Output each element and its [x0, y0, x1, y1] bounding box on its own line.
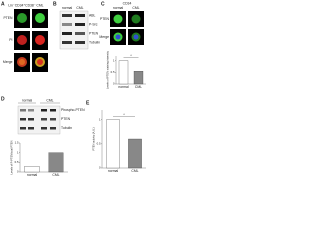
y-tick-label: 0: [99, 166, 101, 170]
column-label: Lin⁻CD34⁺CD38⁻: [8, 3, 35, 7]
row-label: ABL: [89, 13, 96, 17]
x-tick-label: normal: [27, 173, 38, 177]
row-label: PTEN: [61, 117, 71, 121]
y-tick-label: 1: [99, 117, 101, 121]
bar: [24, 166, 40, 173]
significance-mark: *: [130, 54, 132, 58]
y-tick-label: 0.5: [15, 160, 19, 164]
column-label: CML: [132, 6, 139, 10]
column-label: normal: [22, 98, 33, 102]
y-axis-label: Levels of P-PTEN/total PTEN: [10, 140, 14, 174]
bar: [106, 119, 120, 169]
panel-a-images: [14, 9, 48, 72]
panel-b-blot: [59, 10, 89, 50]
column-label: normal: [113, 6, 124, 10]
x-tick-label: CML: [135, 85, 142, 89]
significance-mark: *: [123, 113, 125, 117]
bar: [133, 71, 144, 85]
panel-label: E: [86, 100, 90, 106]
y-tick-label: 1: [113, 58, 115, 62]
row-label: Merge: [3, 60, 13, 64]
bar: [128, 138, 142, 169]
row-label: PTEN: [3, 16, 13, 20]
x-tick-label: normal: [118, 85, 129, 89]
panel-label: A: [1, 1, 5, 7]
panel-c-images: [110, 11, 144, 45]
y-tick-label: 1.5: [15, 141, 19, 145]
y-axis-label: Levels of PTEN staining intensity: [106, 50, 110, 89]
y-tick-label: 0.5: [97, 142, 101, 146]
row-label: Tubulin: [89, 40, 100, 44]
y-axis-label: PTEN activity (A.U.): [92, 127, 96, 150]
y-tick-label: 0: [17, 170, 19, 174]
x-tick-label: normal: [108, 169, 119, 173]
row-label: Tubulin: [61, 126, 72, 130]
row-label: PTEN: [89, 31, 99, 35]
x-tick-label: CML: [131, 169, 138, 173]
x-tick-label: CML: [52, 173, 59, 177]
column-label: CML: [36, 3, 43, 7]
bar: [48, 152, 64, 173]
column-label: CML: [76, 6, 83, 10]
row-label: PI: [9, 38, 12, 42]
y-tick-label: 0: [113, 82, 115, 86]
panel-d-blot: [17, 102, 61, 135]
panel-label: C: [101, 1, 105, 7]
panel-label: B: [53, 1, 57, 7]
y-tick-label: 0.5: [111, 70, 115, 74]
row-label: Phospho-PTEN: [61, 108, 85, 112]
bar: [118, 60, 129, 85]
row-label: P-Src: [89, 22, 98, 26]
column-label: normal: [62, 6, 73, 10]
y-tick-label: 1: [17, 150, 19, 154]
row-label: PTEN: [100, 17, 110, 21]
panel-title: CD34: [123, 1, 132, 5]
column-label: CML: [46, 98, 53, 102]
row-label: Merge: [99, 35, 109, 39]
panel-label: D: [1, 96, 5, 102]
